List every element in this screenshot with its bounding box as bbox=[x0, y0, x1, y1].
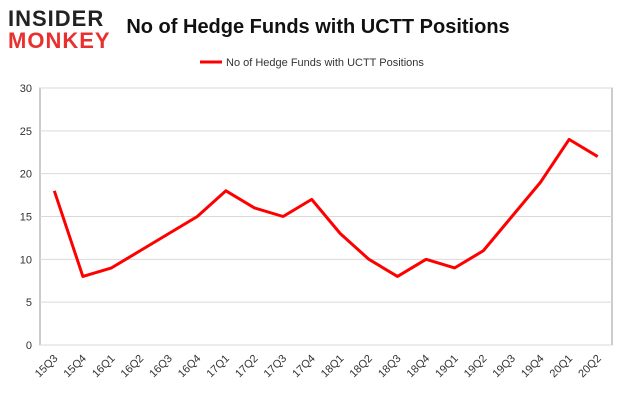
x-tick-label: 17Q4 bbox=[290, 353, 318, 381]
x-tick-label: 15Q3 bbox=[33, 353, 61, 381]
x-tick-label: 18Q4 bbox=[405, 353, 433, 381]
x-tick-label: 18Q2 bbox=[347, 353, 375, 381]
x-tick-label: 19Q1 bbox=[433, 353, 461, 381]
y-tick-label: 0 bbox=[26, 340, 32, 352]
y-tick-label: 5 bbox=[26, 297, 32, 309]
y-tick-label: 10 bbox=[20, 254, 32, 266]
legend-label: No of Hedge Funds with UCTT Positions bbox=[226, 57, 424, 69]
data-line bbox=[52, 137, 599, 278]
chart-title: No of Hedge Funds with UCTT Positions bbox=[126, 16, 509, 38]
y-tick-label: 15 bbox=[20, 212, 32, 224]
y-tick-label: 25 bbox=[20, 126, 32, 138]
logo-top: INSIDER bbox=[8, 6, 104, 31]
x-tick-label: 17Q1 bbox=[204, 353, 232, 381]
x-tick-label: 16Q2 bbox=[119, 353, 147, 381]
y-tick-label: 20 bbox=[20, 169, 32, 181]
y-tick-label: 30 bbox=[20, 83, 32, 95]
x-tick-label: 19Q4 bbox=[519, 353, 547, 381]
x-tick-label: 16Q4 bbox=[176, 353, 204, 381]
x-tick-label: 15Q4 bbox=[61, 353, 89, 381]
x-tick-label: 17Q3 bbox=[262, 353, 290, 381]
x-tick-label: 18Q3 bbox=[376, 353, 404, 381]
x-tick-label: 20Q2 bbox=[576, 353, 604, 381]
x-tick-label: 16Q1 bbox=[90, 353, 118, 381]
x-tick-label: 20Q1 bbox=[548, 353, 576, 381]
x-tick-label: 16Q3 bbox=[147, 353, 175, 381]
x-tick-label: 18Q1 bbox=[319, 353, 347, 381]
logo-bottom: MONKEY bbox=[8, 28, 111, 53]
x-tick-label: 17Q2 bbox=[233, 353, 261, 381]
x-tick-label: 19Q2 bbox=[462, 353, 490, 381]
x-tick-label: 19Q3 bbox=[490, 353, 518, 381]
